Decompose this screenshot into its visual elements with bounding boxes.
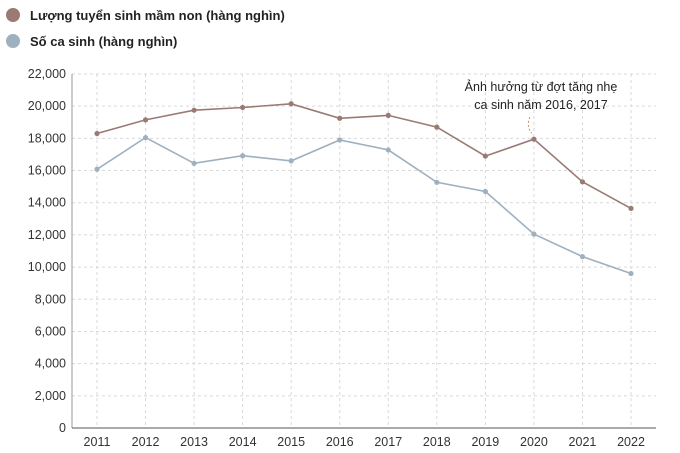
legend-marker-births	[6, 34, 20, 48]
x-tick-label: 2019	[471, 435, 499, 449]
y-tick-label: 0	[59, 421, 66, 435]
x-tick-label: 2011	[84, 435, 111, 449]
data-point-series-1	[434, 179, 440, 185]
data-point-series-0	[240, 104, 246, 111]
x-tick-label: 2013	[180, 435, 208, 449]
data-point-series-1	[337, 137, 343, 143]
data-point-series-1	[482, 188, 488, 195]
x-tick-label: 2020	[520, 435, 548, 449]
data-point-series-0	[531, 136, 537, 142]
y-tick-label: 12,000	[28, 228, 66, 242]
y-tick-label: 2,000	[35, 389, 66, 403]
series-line-0	[96, 102, 632, 210]
data-point-series-1	[579, 254, 586, 260]
y-tick-label: 22,000	[28, 67, 66, 81]
data-point-series-1	[191, 160, 197, 166]
y-tick-label: 8,000	[35, 292, 66, 306]
y-tick-label: 4,000	[35, 357, 66, 371]
data-point-series-0	[337, 115, 343, 121]
y-tick-label: 18,000	[28, 131, 66, 145]
chart-legend: Lượng tuyển sinh mầm non (hàng nghìn) Số…	[6, 2, 285, 54]
x-tick-label: 2017	[374, 435, 402, 449]
data-point-series-0	[385, 112, 391, 118]
data-point-series-1	[288, 158, 294, 164]
x-tick-label: 2015	[277, 435, 305, 449]
x-tick-label: 2012	[132, 435, 160, 449]
annotation-text: ca sinh năm 2016, 2017	[474, 98, 607, 112]
y-tick-label: 14,000	[28, 196, 66, 210]
data-point-series-1	[385, 147, 391, 153]
data-point-series-1	[531, 231, 537, 237]
data-point-series-0	[288, 101, 294, 107]
x-tick-label: 2014	[229, 435, 257, 449]
data-point-series-1	[240, 153, 246, 159]
data-point-series-0	[628, 205, 634, 211]
data-point-series-0	[142, 117, 149, 123]
legend-label-births: Số ca sinh (hàng nghìn)	[30, 33, 178, 49]
y-tick-label: 16,000	[28, 164, 66, 178]
series-line-1	[96, 136, 632, 275]
data-point-series-0	[579, 179, 586, 185]
annotation-text: Ảnh hưởng từ đợt tăng nhẹ	[465, 79, 618, 94]
legend-label-enrollment: Lượng tuyển sinh mầm non (hàng nghìn)	[30, 7, 285, 23]
data-point-series-0	[482, 153, 488, 159]
data-point-series-1	[142, 134, 149, 141]
legend-item-enrollment: Lượng tuyển sinh mầm non (hàng nghìn)	[6, 2, 285, 28]
data-point-series-0	[191, 107, 197, 113]
x-tick-label: 2022	[617, 435, 645, 449]
legend-item-births: Số ca sinh (hàng nghìn)	[6, 28, 285, 54]
data-point-series-0	[94, 130, 100, 137]
y-tick-label: 6,000	[35, 324, 66, 338]
y-tick-label: 20,000	[28, 99, 66, 113]
x-tick-label: 2021	[569, 435, 597, 449]
annotation-connector	[527, 116, 533, 134]
x-tick-label: 2016	[326, 435, 354, 449]
legend-marker-enrollment	[6, 8, 20, 22]
x-tick-label: 2018	[423, 435, 451, 449]
data-point-series-1	[94, 166, 100, 172]
data-point-series-1	[628, 270, 634, 277]
data-point-series-0	[434, 124, 440, 130]
y-tick-label: 10,000	[28, 260, 66, 274]
